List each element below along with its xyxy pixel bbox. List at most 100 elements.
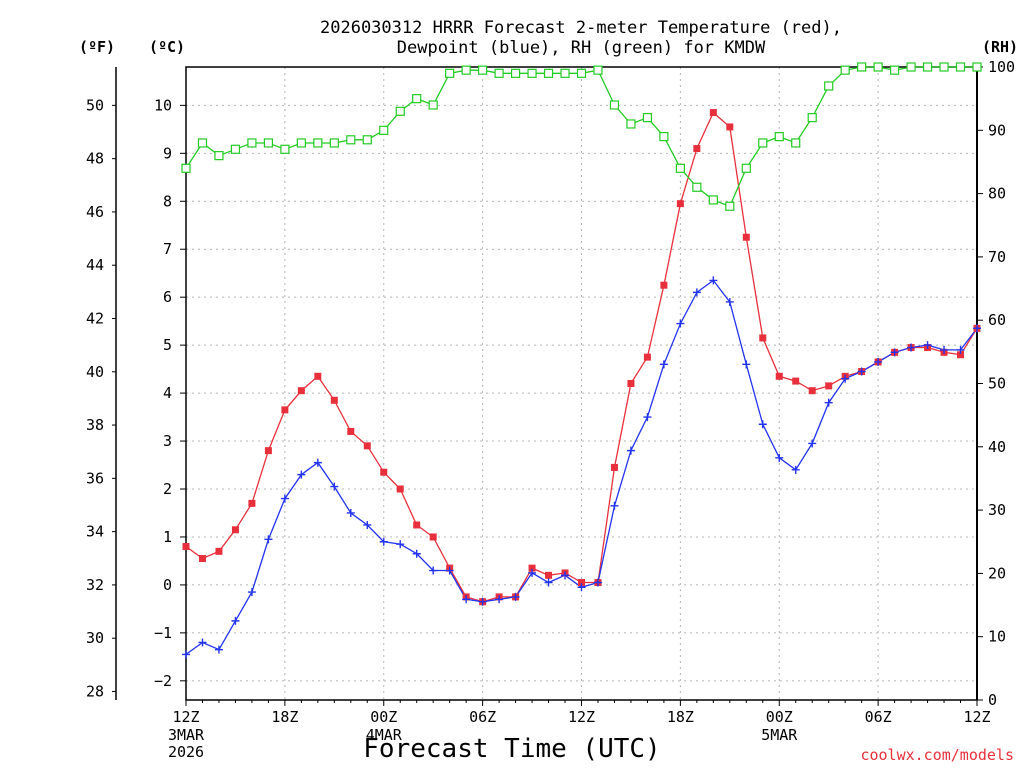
fahrenheit-tick-label: 44 bbox=[86, 256, 104, 274]
dewpoint-point bbox=[445, 566, 454, 575]
plot-frame bbox=[185, 66, 978, 701]
dewpoint-point bbox=[923, 341, 932, 350]
celsius-tick-label: −2 bbox=[154, 672, 172, 690]
rh-point bbox=[609, 100, 620, 110]
dewpoint-point bbox=[692, 288, 701, 297]
dewpoint-line bbox=[185, 279, 978, 655]
rh-point bbox=[741, 163, 751, 173]
x-tick-sublabel: 4MAR bbox=[366, 726, 403, 744]
rh-tick-label: 10 bbox=[988, 628, 1006, 646]
temperature-point bbox=[709, 109, 717, 117]
rh-tick-label: 70 bbox=[988, 248, 1006, 266]
rh-point bbox=[197, 138, 208, 148]
rh-line bbox=[185, 66, 977, 208]
rh-tick-label: 60 bbox=[988, 311, 1006, 329]
rh-point bbox=[626, 119, 636, 129]
series-markers bbox=[181, 62, 982, 659]
axes bbox=[112, 66, 983, 706]
dewpoint-point bbox=[808, 439, 817, 448]
dewpoint-point bbox=[659, 360, 668, 369]
dewpoint-point bbox=[824, 398, 833, 407]
rh-point bbox=[758, 138, 768, 148]
dewpoint-point bbox=[511, 592, 520, 601]
rh-point bbox=[824, 81, 834, 91]
rh-point bbox=[890, 65, 900, 75]
fahrenheit-tick-label: 40 bbox=[86, 363, 104, 381]
celsius-tick-label: 8 bbox=[163, 192, 172, 210]
temperature-point bbox=[396, 485, 404, 493]
dewpoint-point bbox=[280, 494, 289, 503]
temperature-point bbox=[363, 442, 371, 450]
dewpoint-point bbox=[198, 638, 207, 647]
temperature-point bbox=[808, 387, 816, 395]
temperature-point bbox=[775, 372, 783, 380]
rh-point bbox=[428, 100, 438, 110]
dewpoint-point bbox=[940, 345, 949, 354]
dewpoint-point bbox=[478, 597, 487, 606]
dewpoint-point bbox=[874, 357, 883, 366]
rh-point bbox=[593, 65, 603, 75]
temperature-point bbox=[215, 547, 223, 555]
rh-point bbox=[807, 113, 817, 123]
fahrenheit-axis-label: (ºF) bbox=[79, 38, 115, 56]
dewpoint-point bbox=[907, 343, 916, 352]
temperature-point bbox=[198, 555, 206, 563]
dewpoint-point bbox=[297, 470, 306, 479]
x-tick-label: 06Z bbox=[469, 708, 496, 726]
temperature-point bbox=[248, 499, 256, 507]
dewpoint-point bbox=[956, 345, 965, 354]
dewpoint-point bbox=[214, 645, 223, 654]
rh-tick-label: 30 bbox=[988, 501, 1006, 519]
celsius-tick-label: 1 bbox=[163, 528, 172, 546]
x-tick-label: 00Z bbox=[766, 708, 793, 726]
temperature-point bbox=[660, 281, 668, 289]
x-tick-label: 12Z bbox=[963, 708, 990, 726]
temperature-point bbox=[380, 468, 388, 476]
temperature-point bbox=[693, 145, 701, 153]
rh-point bbox=[708, 195, 718, 205]
fahrenheit-tick-label: 32 bbox=[86, 576, 104, 594]
temperature-point bbox=[231, 526, 239, 534]
rh-point bbox=[955, 62, 966, 72]
rh-tick-label: 20 bbox=[988, 564, 1006, 582]
credit-text: coolwx.com/models bbox=[860, 746, 1014, 764]
rh-point bbox=[840, 65, 850, 75]
temperature-point bbox=[676, 200, 684, 208]
temperature-point bbox=[413, 521, 421, 529]
rh-point bbox=[642, 113, 653, 123]
grid-lines bbox=[186, 67, 977, 700]
rh-point bbox=[379, 125, 389, 135]
rh-point bbox=[906, 62, 916, 72]
dewpoint-point bbox=[791, 465, 800, 474]
rh-point bbox=[214, 151, 224, 161]
dewpoint-point bbox=[247, 588, 256, 597]
dewpoint-point bbox=[429, 566, 438, 575]
chart-title-line-1: 2026030312 HRRR Forecast 2-meter Tempera… bbox=[320, 18, 842, 38]
temperature-point bbox=[281, 406, 289, 414]
rh-point bbox=[329, 138, 339, 148]
rh-point bbox=[230, 144, 241, 154]
fahrenheit-tick-label: 50 bbox=[86, 96, 104, 114]
rh-point bbox=[857, 62, 867, 72]
rh-tick-label: 0 bbox=[988, 691, 997, 709]
temperature-point bbox=[742, 233, 750, 241]
fahrenheit-tick-label: 42 bbox=[86, 309, 104, 327]
dewpoint-point bbox=[544, 578, 553, 587]
temperature-point bbox=[314, 372, 322, 380]
rh-point bbox=[181, 163, 191, 173]
dewpoint-point bbox=[593, 578, 602, 587]
temperature-point bbox=[528, 564, 536, 572]
temperature-line bbox=[185, 111, 978, 603]
rh-point bbox=[725, 201, 735, 211]
rh-point bbox=[510, 68, 521, 78]
dewpoint-point bbox=[725, 297, 734, 306]
chart-title-line-2: Dewpoint (blue), RH (green) for KMDW bbox=[397, 38, 766, 58]
rh-tick-label: 40 bbox=[988, 438, 1006, 456]
dewpoint-point bbox=[973, 324, 981, 333]
dewpoint-point bbox=[396, 540, 405, 549]
rh-axis-label: (RH) bbox=[982, 38, 1018, 56]
fahrenheit-tick-label: 48 bbox=[86, 150, 104, 168]
temperature-point bbox=[545, 571, 553, 579]
temperature-point bbox=[627, 380, 635, 387]
